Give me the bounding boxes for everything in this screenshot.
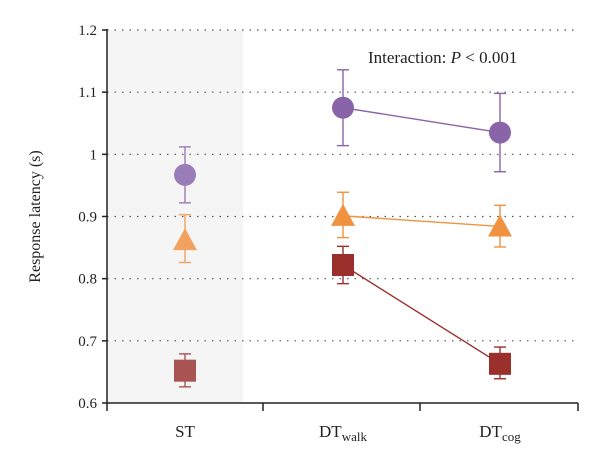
- series-connector: [342, 215, 501, 228]
- data-point: [174, 163, 196, 186]
- y-tick-label: 0.8: [78, 272, 97, 288]
- x-tick-label: ST: [175, 422, 195, 441]
- x-tick-label: DTcog: [479, 422, 521, 444]
- data-point: [331, 203, 355, 226]
- y-tick-label: 1.2: [78, 23, 97, 39]
- y-tick-label: 1: [90, 147, 98, 163]
- y-tick-label: 1.1: [78, 85, 97, 101]
- y-tick-label: 0.9: [78, 210, 97, 226]
- interaction-annotation: Interaction: P < 0.001: [368, 48, 517, 67]
- y-axis-label: Response latency (s): [27, 150, 44, 282]
- data-point: [489, 121, 511, 144]
- data-point: [173, 228, 197, 251]
- data-point: [332, 253, 354, 276]
- x-tick-label: DTwalk: [319, 422, 367, 444]
- series-connector: [342, 107, 501, 134]
- axes: [102, 29, 579, 411]
- series-connector: [342, 264, 501, 365]
- x-tick-labels: ST DTwalk DTcog: [175, 422, 521, 444]
- y-tick-labels: 0.6 0.7 0.8 0.9 1 1.1 1.2: [78, 23, 97, 412]
- data-point: [488, 214, 512, 237]
- y-tick-label: 0.6: [78, 396, 97, 412]
- series-connectors: [342, 107, 501, 365]
- data-point: [174, 359, 196, 382]
- data-markers: [173, 96, 512, 382]
- data-point: [489, 352, 511, 375]
- data-point: [332, 96, 354, 119]
- y-tick-label: 0.7: [78, 334, 97, 350]
